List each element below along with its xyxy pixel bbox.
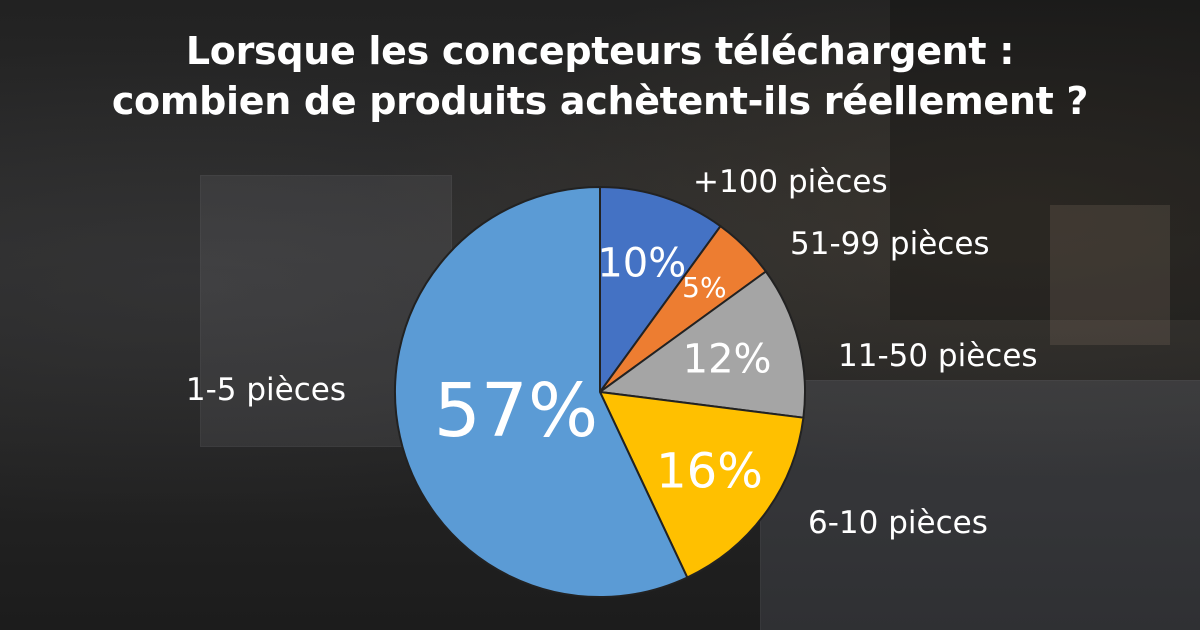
slice-category-label: 11-50 pièces <box>838 338 1038 374</box>
background-photo <box>1050 205 1170 345</box>
slice-value-label: 16% <box>656 444 763 500</box>
pie-slice-5 <box>394 185 689 598</box>
slice-category-label: +100 pièces <box>693 164 888 200</box>
background-screen-right <box>760 380 1200 630</box>
slice-category-label: 51-99 pièces <box>790 226 990 262</box>
chart-title-line-1: Lorsque les concepteurs téléchargent : <box>185 29 1015 73</box>
pie-slice-4 <box>598 390 805 579</box>
pie-slice-1 <box>599 185 722 396</box>
slice-category-label: 1-5 pièces <box>186 372 346 408</box>
slice-value-label: 5% <box>682 271 726 304</box>
pie-slice-3 <box>597 270 806 419</box>
chart-title-line-2: combien de produits achètent-ils réellem… <box>111 79 1089 123</box>
slice-category-label: 6-10 pièces <box>808 505 988 541</box>
slice-value-label: 57% <box>434 368 598 454</box>
background-monitor <box>890 0 1200 320</box>
chart-title: Lorsque les concepteurs téléchargent : c… <box>0 26 1200 126</box>
slice-value-label: 10% <box>597 240 686 286</box>
slice-value-label: 12% <box>683 336 772 382</box>
